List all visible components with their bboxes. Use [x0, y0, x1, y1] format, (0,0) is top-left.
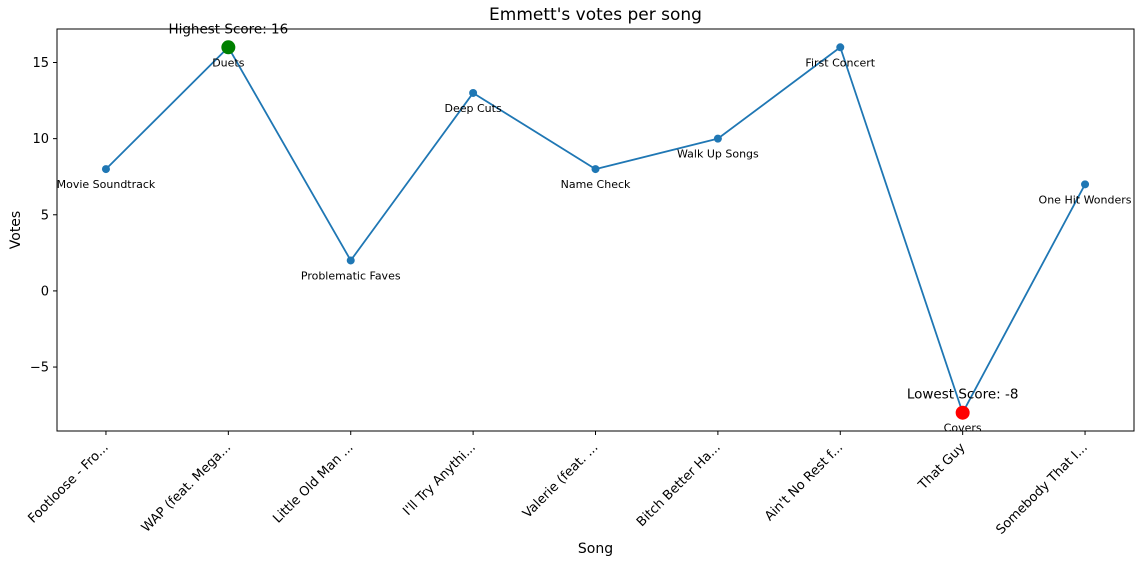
y-tick-label: 10 [32, 132, 49, 147]
point-label: Duets [212, 56, 245, 69]
y-tick-label: −5 [30, 361, 49, 376]
x-tick-label: Somebody That I... [993, 440, 1090, 537]
y-axis-label: Votes [8, 211, 24, 249]
y-tick-label: 0 [41, 284, 49, 299]
data-point [713, 134, 722, 143]
point-label: Name Check [561, 178, 631, 191]
x-tick-label: I'll Try Anythi... [400, 440, 479, 519]
x-tick-label: WAP (feat. Mega... [139, 440, 234, 535]
point-label: Walk Up Songs [677, 148, 759, 161]
data-line [105, 46, 1086, 414]
x-tick-label: Little Old Man ... [270, 440, 356, 526]
annotation-label: Lowest Score: -8 [907, 387, 1019, 403]
point-label: First Concert [805, 56, 875, 69]
y-tick-label: 15 [32, 56, 49, 71]
highlight-point [955, 405, 970, 420]
plot-area: −5 0 5 10 15 Footloose - Fro... WAP (feat. Meg… [26, 21, 1135, 538]
point-label: Deep Cuts [445, 102, 502, 115]
x-tick-label: Valerie (feat. ... [520, 440, 601, 521]
point-label: Problematic Faves [301, 269, 401, 282]
data-point [101, 165, 110, 174]
data-point [836, 43, 845, 52]
plot-frame [56, 28, 1135, 432]
x-axis-label: Song [578, 541, 613, 557]
data-point [1081, 180, 1090, 189]
x-tick-label: That Guy [915, 440, 969, 494]
data-point [469, 88, 478, 97]
highlight-point [221, 40, 236, 55]
point-label: Covers [944, 422, 982, 435]
data-point [591, 165, 600, 174]
chart-title: Emmett's votes per song [489, 5, 702, 25]
x-tick-label: Footloose - Fro... [26, 440, 112, 526]
data-point [346, 256, 355, 265]
x-tick-label: Ain't No Rest f... [762, 440, 846, 524]
annotation-label: Highest Score: 16 [168, 21, 288, 37]
point-label: One Hit Wonders [1039, 193, 1132, 206]
y-tick-label: 5 [41, 208, 49, 223]
point-label: Movie Soundtrack [57, 178, 156, 191]
x-tick-label: Bitch Better Ha... [634, 440, 724, 530]
